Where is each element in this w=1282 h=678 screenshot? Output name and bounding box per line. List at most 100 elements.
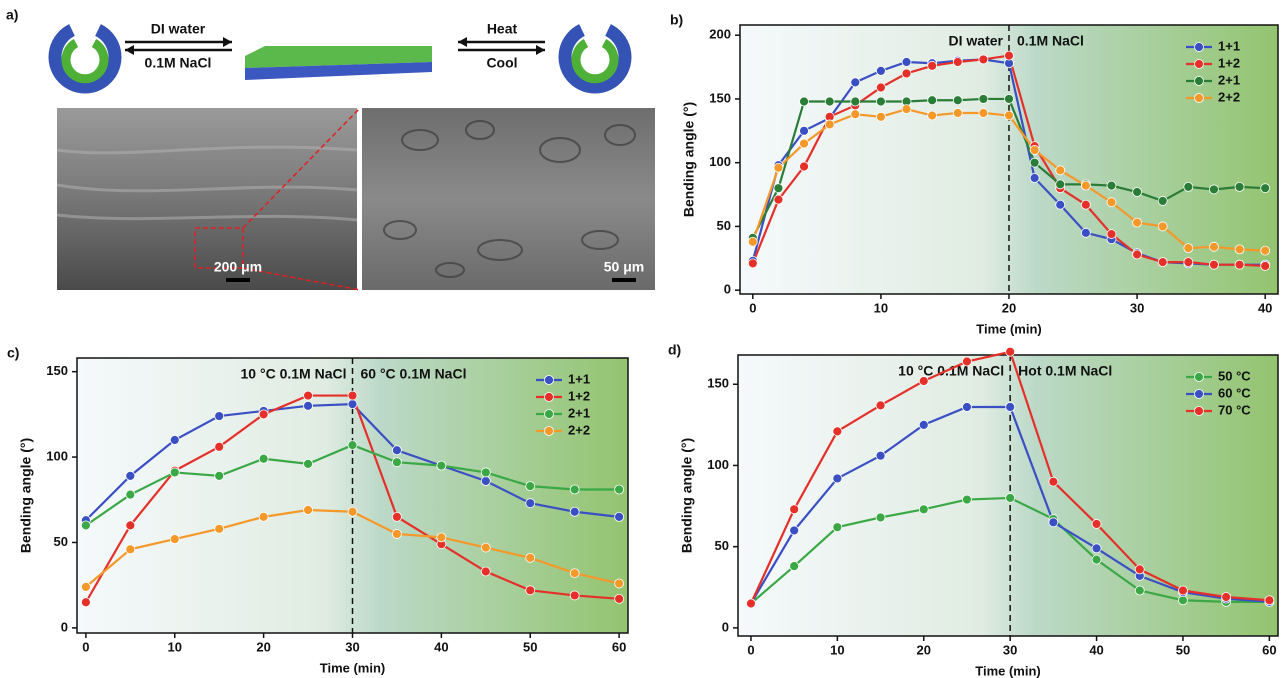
data-point — [1135, 586, 1144, 595]
data-point — [1222, 593, 1231, 602]
data-point — [979, 94, 988, 103]
data-point — [790, 526, 799, 535]
data-point — [876, 451, 885, 460]
data-point — [774, 184, 783, 193]
data-point — [1056, 180, 1065, 189]
panel-label: d) — [668, 342, 681, 358]
y-tick-label: 200 — [709, 27, 731, 42]
data-point — [774, 195, 783, 204]
data-point — [170, 468, 179, 477]
scale-label: 50 μm — [604, 259, 644, 275]
data-point — [1107, 230, 1116, 239]
y-tick-label: 50 — [715, 538, 729, 553]
data-point — [851, 78, 860, 87]
data-point — [1005, 94, 1014, 103]
y-tick-label: 50 — [717, 218, 731, 233]
data-point — [215, 471, 224, 480]
data-point — [259, 454, 268, 463]
data-point — [170, 435, 179, 444]
curled-icon — [55, 30, 115, 87]
legend-marker — [1195, 60, 1204, 69]
data-point — [919, 420, 928, 429]
legend-label: 70 °C — [1218, 402, 1251, 417]
data-point — [800, 139, 809, 148]
legend-marker — [545, 427, 554, 436]
x-tick-label: 30 — [345, 639, 359, 654]
data-point — [1030, 145, 1039, 154]
data-point — [1158, 196, 1167, 205]
panel-label: a) — [6, 7, 18, 23]
y-tick-label: 150 — [709, 90, 731, 105]
data-point — [1235, 245, 1244, 254]
y-tick-label: 100 — [709, 154, 731, 169]
data-point — [1235, 182, 1244, 191]
data-point — [1184, 258, 1193, 267]
data-point — [348, 441, 357, 450]
data-point — [526, 499, 535, 508]
data-point — [1133, 188, 1142, 197]
panel-a: a) DI water 0.1M NaCl Heat Cool — [6, 7, 655, 290]
x-axis-title: Time (min) — [320, 660, 386, 675]
x-tick-label: 0 — [82, 639, 89, 654]
data-point — [1135, 565, 1144, 574]
data-point — [928, 96, 937, 105]
data-point — [304, 401, 313, 410]
legend-marker — [545, 410, 554, 419]
data-point — [481, 476, 490, 485]
data-point — [876, 513, 885, 522]
data-point — [1030, 173, 1039, 182]
data-point — [876, 97, 885, 106]
legend-marker — [1195, 94, 1204, 103]
x-tick-label: 10 — [168, 639, 182, 654]
data-point — [81, 521, 90, 530]
data-point — [1133, 218, 1142, 227]
annotation: 60 °C 0.1M NaCl — [361, 366, 467, 382]
legend-label: 1+2 — [568, 388, 590, 403]
annotation: 10 °C 0.1M NaCl — [898, 363, 1004, 379]
x-tick-label: 10 — [874, 300, 888, 315]
data-point — [1049, 518, 1058, 527]
legend-marker — [545, 376, 554, 385]
y-axis-title: Bending angle (°) — [679, 438, 695, 553]
legend-marker — [1195, 390, 1204, 399]
data-point — [215, 524, 224, 533]
x-tick-label: 20 — [917, 642, 931, 657]
data-point — [902, 69, 911, 78]
data-point — [437, 533, 446, 542]
data-point — [1158, 222, 1167, 231]
data-point — [615, 485, 624, 494]
data-point — [1005, 111, 1014, 120]
data-point — [953, 96, 962, 105]
y-tick-label: 0 — [724, 282, 731, 297]
data-point — [1056, 200, 1065, 209]
data-point — [876, 112, 885, 121]
annotation: 0.1M NaCl — [1017, 33, 1084, 49]
data-point — [481, 468, 490, 477]
data-point — [259, 410, 268, 419]
data-point — [481, 543, 490, 552]
legend-label: 2+1 — [1218, 72, 1240, 87]
legend-label: 1+1 — [1218, 38, 1240, 53]
legend-marker — [1195, 43, 1204, 52]
panel-label: b) — [670, 12, 683, 28]
y-tick-label: 150 — [707, 376, 729, 391]
x-tick-label: 20 — [256, 639, 270, 654]
x-tick-label: 40 — [1089, 642, 1103, 657]
scale-bar — [612, 278, 636, 282]
data-point — [919, 376, 928, 385]
data-point — [1178, 596, 1187, 605]
data-point — [170, 535, 179, 544]
data-point — [215, 442, 224, 451]
data-point — [1081, 228, 1090, 237]
data-point — [919, 505, 928, 514]
data-point — [570, 591, 579, 600]
y-tick-label: 100 — [46, 449, 68, 464]
data-point — [962, 357, 971, 366]
data-point — [928, 61, 937, 70]
data-point — [833, 474, 842, 483]
curled-icon — [565, 30, 625, 87]
data-point — [774, 163, 783, 172]
data-point — [1107, 181, 1116, 190]
x-tick-label: 40 — [434, 639, 448, 654]
x-tick-label: 0 — [749, 300, 756, 315]
